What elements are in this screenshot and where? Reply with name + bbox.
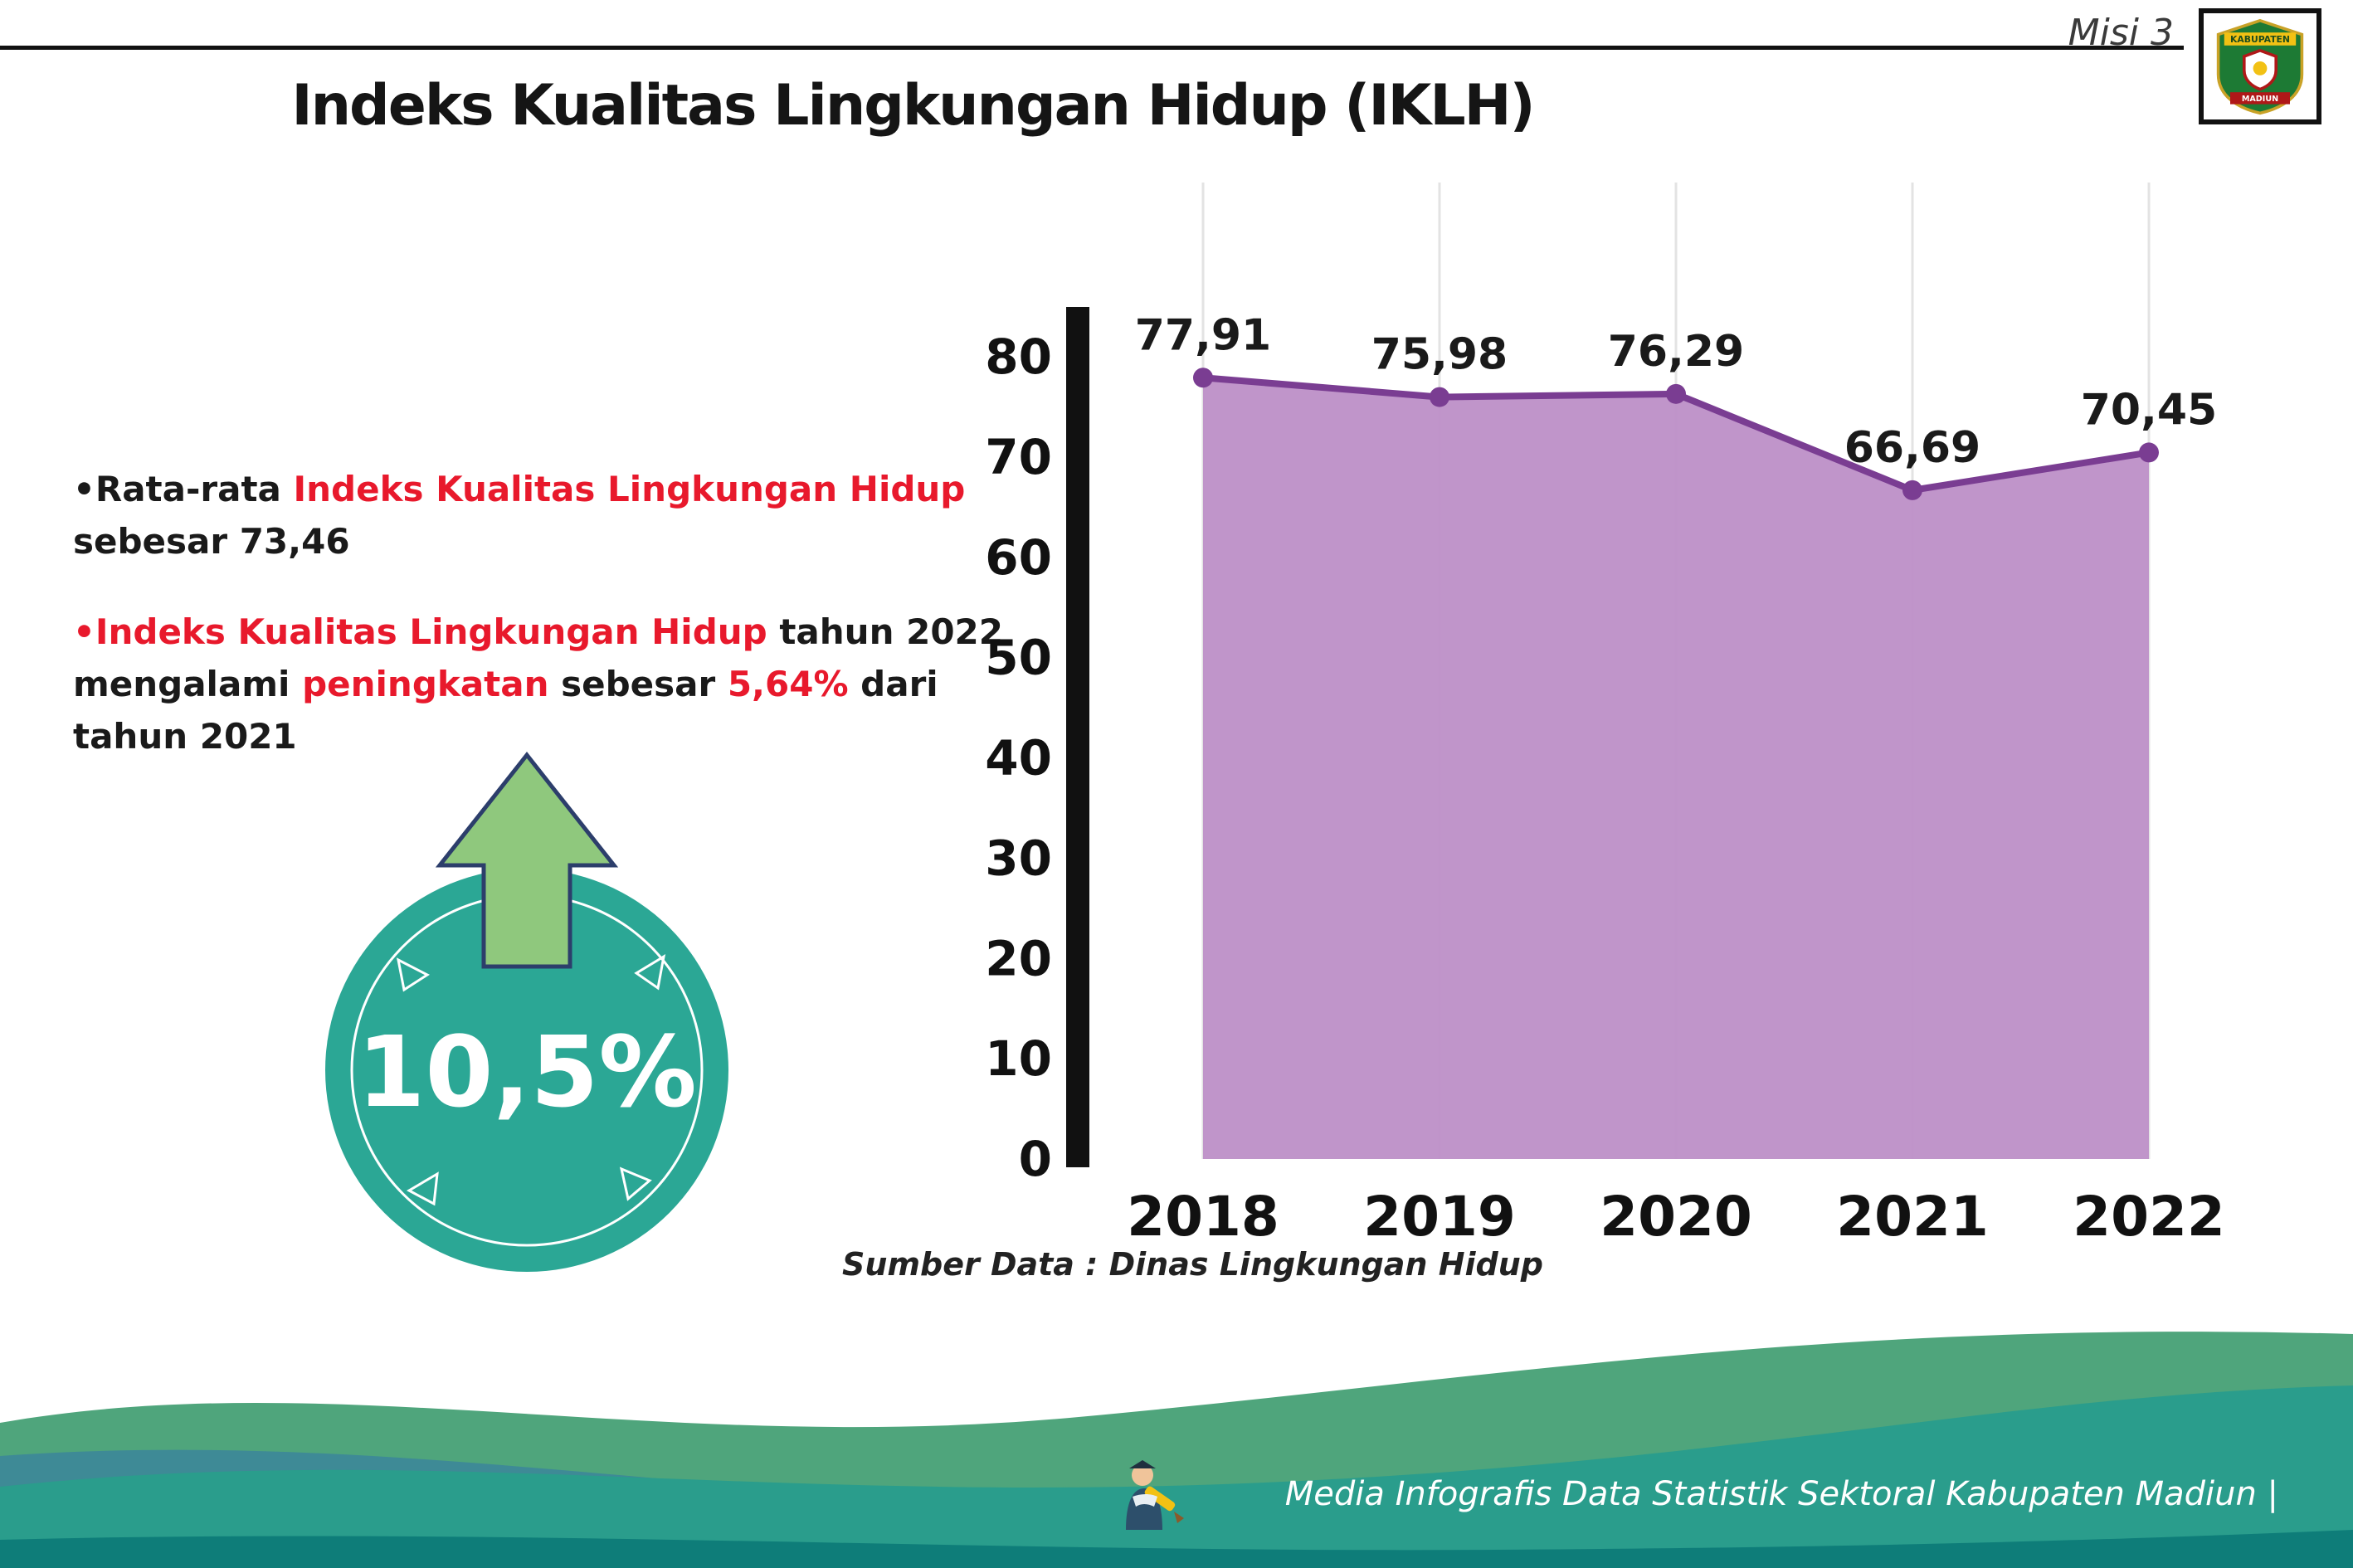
footer-wave-dark (0, 1530, 2353, 1568)
chart-x-label: 2018 (1127, 1185, 1279, 1249)
bullet-marker: • (73, 611, 95, 652)
bullet2-highlight-1: Indeks Kualitas Lingkungan Hidup (95, 611, 767, 652)
chart-y-tick-label: 60 (985, 529, 1052, 586)
mascot-cap (1129, 1460, 1156, 1468)
bullet2-text-3: dari tahun 2021 (73, 664, 938, 757)
misi-label: Misi 3 (2068, 12, 2174, 54)
bullet-increase-iklh: •Indeks Kualitas Lingkungan Hidup tahun … (73, 606, 1027, 762)
badge-tick-triangle (634, 953, 666, 991)
crest-icon: KABUPATEN MADIUN (2216, 18, 2304, 115)
bullet1-highlight: Indeks Kualitas Lingkungan Hidup (293, 469, 966, 509)
chart-value-label: 66,69 (1844, 423, 1980, 473)
mascot-head (1132, 1464, 1153, 1486)
chart-data-point (1902, 480, 1922, 500)
chart-value-label: 75,98 (1371, 330, 1508, 380)
chart-data-point (1666, 383, 1686, 404)
chart-value-label: 77,91 (1135, 310, 1271, 360)
bullet2-text-1: tahun 2022 mengalami (73, 611, 1003, 704)
mascot-paper (1133, 1494, 1157, 1507)
bullet-average-iklh: •Rata-rata Indeks Kualitas Lingkungan Hi… (73, 463, 1027, 567)
data-source-label: Sumber Data : Dinas Lingkungan Hidup (842, 1246, 1543, 1283)
chart-x-label: 2022 (2073, 1185, 2225, 1249)
badge-tick-triangle (619, 1166, 652, 1201)
chart-x-label: 2019 (1363, 1185, 1516, 1249)
chart-y-tick-label: 20 (985, 930, 1052, 986)
badge-tick-triangle (396, 957, 430, 992)
badge-tick-triangle (406, 1171, 439, 1206)
chart-area (1203, 377, 2149, 1159)
bullet2-highlight-3: 5,64% (727, 664, 849, 704)
crest-top-text: KABUPATEN (2230, 34, 2290, 45)
chart-y-tick-label: 30 (985, 830, 1052, 886)
chart-y-tick-label: 70 (985, 429, 1052, 485)
mascot-pencil (1144, 1486, 1176, 1512)
increase-badge: 10,5% (325, 751, 728, 1272)
chart-y-tick-label: 0 (1019, 1131, 1052, 1187)
chart-y-tick-label: 80 (985, 329, 1052, 385)
summary-bullets: •Rata-rata Indeks Kualitas Lingkungan Hi… (73, 463, 1027, 801)
chart-y-tick-label: 40 (985, 730, 1052, 786)
crest-bottom-text: MADIUN (2242, 95, 2278, 104)
chart-x-label: 2020 (1600, 1185, 1752, 1249)
chart-value-label: 70,45 (2081, 385, 2217, 435)
bullet2-text-2: sebesar (548, 664, 728, 704)
footer-credit: Media Infografis Data Statistik Sektoral… (1284, 1475, 2278, 1513)
up-arrow-icon (435, 751, 619, 969)
page-title: Indeks Kualitas Lingkungan Hidup (IKLH) (291, 73, 1535, 139)
chart-value-label: 76,29 (1608, 327, 1744, 377)
footer-waves (0, 1332, 2353, 1568)
chart-x-label: 2021 (1836, 1185, 1989, 1249)
bullet1-text: Rata-rata (95, 469, 294, 509)
bullet2-highlight-2: peningkatan (302, 664, 549, 704)
chart-data-point (1193, 368, 1213, 388)
crest-star (2253, 61, 2268, 75)
mascot-pencil-tip (1174, 1512, 1184, 1523)
chart-y-tick-label: 10 (985, 1030, 1052, 1087)
chart-y-tick-label: 50 (985, 630, 1052, 686)
kabupaten-madiun-logo: KABUPATEN MADIUN (2199, 8, 2321, 124)
chart-data-point (1430, 387, 1449, 407)
bullet-marker: • (73, 469, 95, 509)
chart-data-point (2139, 442, 2159, 463)
footer-wave-teal (0, 1385, 2353, 1568)
chart-y-axis (1066, 307, 1089, 1167)
increase-percentage: 10,5% (357, 1015, 696, 1129)
bullet1-text-2: sebesar 73,46 (73, 521, 350, 562)
top-rule (0, 46, 2184, 50)
mascot-icon (1126, 1460, 1184, 1530)
iklh-area-chart: 0 10 20 30 40 50 60 70 80 77,91 75,98 76,29 66,69 70,… (985, 183, 2225, 1249)
crest-top-banner (2224, 32, 2297, 46)
crest-bottom-banner (2230, 92, 2290, 105)
